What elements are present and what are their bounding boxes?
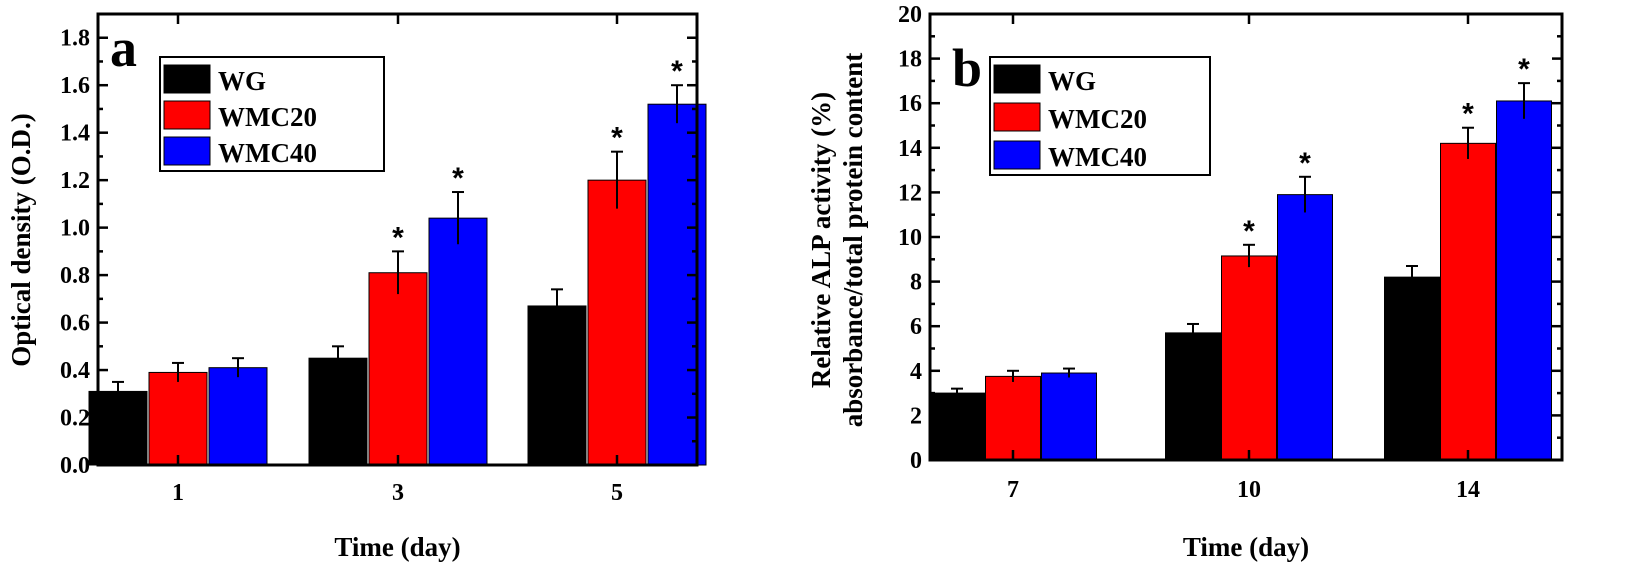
legend-label-wmc20: WMC20 (218, 102, 317, 132)
x-axis-label: Time (day) (1183, 532, 1309, 562)
bar-wmc40-1 (208, 367, 268, 466)
x-tick-label: 1 (172, 480, 184, 506)
bar-wg-5 (527, 305, 587, 466)
legend-swatch-wg (993, 64, 1041, 94)
legend-swatch-wmc40 (993, 140, 1041, 170)
legend-swatch-wmc40 (163, 136, 211, 166)
y-axis-label: Optical density (O.D.) (6, 113, 36, 367)
bar-wmc20-14 (1440, 142, 1496, 461)
panel-label: a (110, 18, 137, 78)
x-tick-label: 3 (392, 480, 404, 506)
bar-wg-7 (929, 392, 985, 461)
y-tick-label: 0.4 (60, 358, 90, 384)
bar-wmc20-1 (148, 371, 208, 466)
y-tick-label: 14 (898, 136, 922, 162)
significance-star: * (1243, 215, 1255, 248)
y-tick-label: 18 (898, 47, 922, 73)
bar-wmc20-7 (985, 375, 1041, 461)
legend-label-wmc40: WMC40 (1048, 142, 1147, 172)
bar-wg-10 (1165, 332, 1221, 461)
y-axis-label-line: absorbance/total protein content (838, 53, 868, 427)
y-tick-label: 1.8 (60, 26, 90, 52)
x-tick-label: 7 (1007, 477, 1019, 503)
y-tick-label: 4 (910, 359, 922, 385)
legend-swatch-wg (163, 64, 211, 94)
y-tick-label: 0.2 (60, 406, 90, 432)
legend-swatch-wmc20 (163, 100, 211, 130)
y-tick-label: 1.4 (60, 121, 90, 147)
y-tick-label: 0 (910, 448, 922, 474)
significance-star: * (671, 55, 683, 88)
legend-label-wg: WG (218, 66, 266, 96)
significance-star: * (611, 122, 623, 155)
y-tick-label: 0.8 (60, 263, 90, 289)
bar-wmc20-5 (587, 179, 647, 466)
y-tick-label: 2 (910, 403, 922, 429)
x-tick-label: 10 (1237, 477, 1261, 503)
legend-label-wg: WG (1048, 66, 1096, 96)
significance-star: * (1299, 147, 1311, 180)
chart-a: * * * * 0.0 0.2 0.4 0.6 0.8 1.0 1.2 1.4 1.6 1.8 1 3 5 Tim… (6, 12, 707, 562)
y-tick-label: 1.2 (60, 168, 90, 194)
bar-wmc40-7 (1041, 372, 1097, 461)
y-tick-label: 0.0 (60, 453, 90, 479)
panel-label: b (952, 38, 982, 98)
bar-wmc20-3 (368, 272, 428, 466)
legend-label-wmc20: WMC20 (1048, 104, 1147, 134)
x-tick-label: 5 (611, 480, 623, 506)
y-tick-label: 12 (898, 180, 922, 206)
y-tick-label: 1.6 (60, 73, 90, 99)
y-tick-label: 6 (910, 314, 922, 340)
bar-wmc20-10 (1221, 255, 1277, 461)
bar-wmc40-14 (1496, 100, 1552, 461)
y-tick-label: 0.6 (60, 311, 90, 337)
y-tick-label: 8 (910, 270, 922, 296)
y-axis-label-line: Relative ALP activity (%) (806, 92, 836, 388)
chart-b: * * * * 0 2 4 6 8 10 12 14 16 18 20 7 10 14 Time (day) Rela… (806, 2, 1564, 562)
bar-wmc40-10 (1277, 194, 1333, 461)
legend-label-wmc40: WMC40 (218, 138, 317, 168)
x-axis-label: Time (day) (334, 532, 460, 562)
x-tick-label: 14 (1456, 477, 1480, 503)
bar-wg-3 (308, 357, 368, 466)
legend-swatch-wmc20 (993, 102, 1041, 132)
significance-star: * (1518, 53, 1530, 86)
y-tick-label: 10 (898, 225, 922, 251)
y-tick-label: 1.0 (60, 216, 90, 242)
bar-wg-14 (1384, 276, 1440, 461)
significance-star: * (452, 162, 464, 195)
significance-star: * (392, 221, 404, 254)
significance-star: * (1462, 98, 1474, 131)
y-tick-label: 16 (898, 91, 922, 117)
y-tick-label: 20 (898, 2, 922, 28)
bar-wmc40-3 (428, 217, 488, 466)
